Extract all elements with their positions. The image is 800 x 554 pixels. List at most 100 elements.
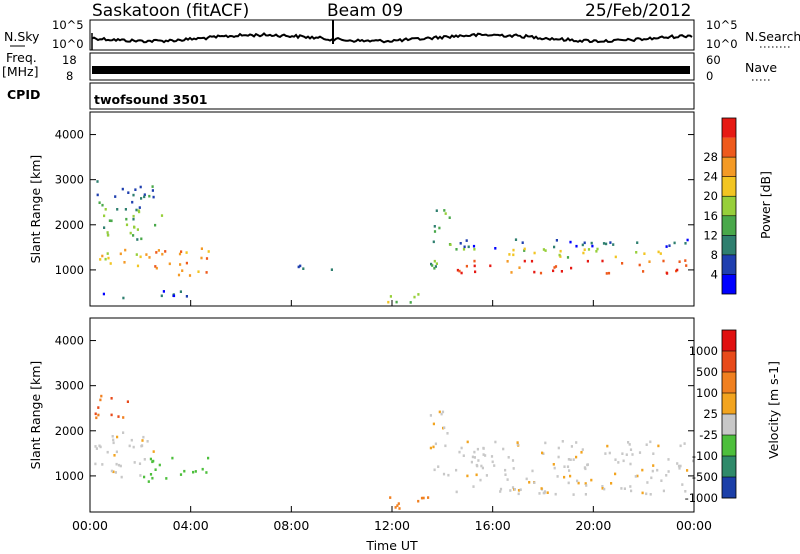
data-cell: [493, 464, 496, 467]
data-cell: [146, 440, 149, 443]
data-cell: [427, 496, 430, 499]
data-cell: [143, 193, 146, 196]
y-tick-label: 1000: [55, 263, 84, 277]
data-cell: [107, 234, 110, 237]
data-cell: [665, 474, 668, 477]
nave-tick-top: 60: [706, 53, 721, 67]
data-cell: [636, 474, 639, 478]
data-cell: [559, 249, 562, 253]
nave-label: Nave: [745, 60, 777, 75]
data-cell: [567, 458, 570, 461]
data-cell: [665, 245, 668, 248]
data-cell: [462, 248, 466, 251]
data-cell: [429, 446, 432, 450]
data-cell: [100, 394, 103, 398]
data-cell: [676, 268, 679, 272]
data-cell: [141, 439, 144, 442]
data-cell: [679, 444, 682, 448]
colorbar-segment: [722, 274, 736, 294]
data-cell: [645, 443, 648, 446]
colorbar-tick-label: 28: [703, 150, 718, 164]
data-cell: [577, 481, 580, 485]
data-cell: [475, 473, 478, 477]
cpid-label: CPID: [7, 87, 40, 102]
data-cell: [179, 290, 182, 293]
x-tick-label: 20:00: [575, 518, 611, 533]
data-cell: [643, 252, 646, 255]
data-cell: [586, 259, 589, 263]
data-cell: [477, 459, 480, 462]
colorbar-segment: [722, 118, 736, 138]
data-cell: [601, 259, 604, 263]
data-cell: [621, 262, 624, 265]
data-cell: [113, 454, 116, 457]
data-cell: [629, 485, 632, 488]
noise-search-label: N.Search: [745, 29, 800, 44]
colorbar-tick-label: -25: [699, 428, 718, 442]
data-cell: [482, 447, 485, 450]
data-cell: [686, 238, 689, 242]
data-cell: [481, 466, 484, 470]
data-cell: [512, 467, 515, 470]
data-cell: [685, 264, 688, 267]
data-cell: [684, 259, 687, 262]
colorbar-tick-label: 500: [696, 365, 718, 379]
data-cell: [508, 253, 511, 256]
data-cell: [634, 475, 637, 478]
data-cell: [132, 217, 135, 221]
data-cell: [561, 440, 564, 443]
sky-noise-trace: [91, 32, 693, 44]
data-cell: [200, 247, 203, 250]
data-cell: [143, 458, 146, 461]
data-cell: [121, 187, 124, 191]
data-cell: [160, 214, 164, 217]
data-cell: [119, 252, 122, 256]
data-cell: [679, 464, 682, 468]
data-cell: [116, 435, 119, 439]
data-cell: [676, 462, 679, 465]
data-cell: [641, 468, 644, 472]
data-cell: [458, 450, 461, 454]
data-cell: [540, 487, 543, 490]
data-cell: [135, 208, 138, 212]
data-cell: [622, 459, 625, 463]
colorbar-segment: [722, 176, 736, 197]
data-cell: [480, 464, 483, 468]
data-cell: [200, 256, 203, 260]
data-cell: [512, 248, 515, 252]
data-cell: [662, 489, 665, 493]
freq-tick-top: 18: [62, 53, 77, 67]
data-cell: [657, 444, 660, 448]
data-cell: [432, 240, 435, 244]
data-cell: [673, 241, 676, 245]
data-cell: [555, 239, 558, 242]
data-cell: [112, 441, 115, 445]
data-cell: [590, 241, 593, 245]
data-cell: [475, 463, 478, 467]
data-cell: [151, 460, 154, 464]
data-cell: [657, 250, 660, 254]
data-cell: [185, 251, 188, 254]
data-cell: [656, 468, 659, 472]
data-cell: [387, 300, 390, 304]
data-cell: [517, 489, 521, 492]
colorbar-tick-label: 16: [703, 209, 718, 223]
data-cell: [489, 264, 492, 268]
data-cell: [684, 490, 687, 493]
data-cell: [678, 260, 681, 263]
data-cell: [433, 259, 436, 263]
data-cell: [603, 487, 606, 491]
data-cell: [629, 462, 632, 466]
data-cell: [570, 266, 573, 270]
station-title: Saskatoon (fitACF): [92, 1, 249, 21]
data-cell: [433, 468, 436, 472]
data-cell: [512, 253, 515, 257]
data-cell: [590, 478, 593, 482]
data-cell: [438, 226, 441, 230]
data-cell: [558, 253, 561, 257]
data-cell: [507, 456, 510, 459]
colorbar-segment: [722, 215, 736, 236]
data-cell: [649, 493, 652, 496]
data-cell: [433, 267, 436, 270]
data-cell: [652, 452, 655, 455]
